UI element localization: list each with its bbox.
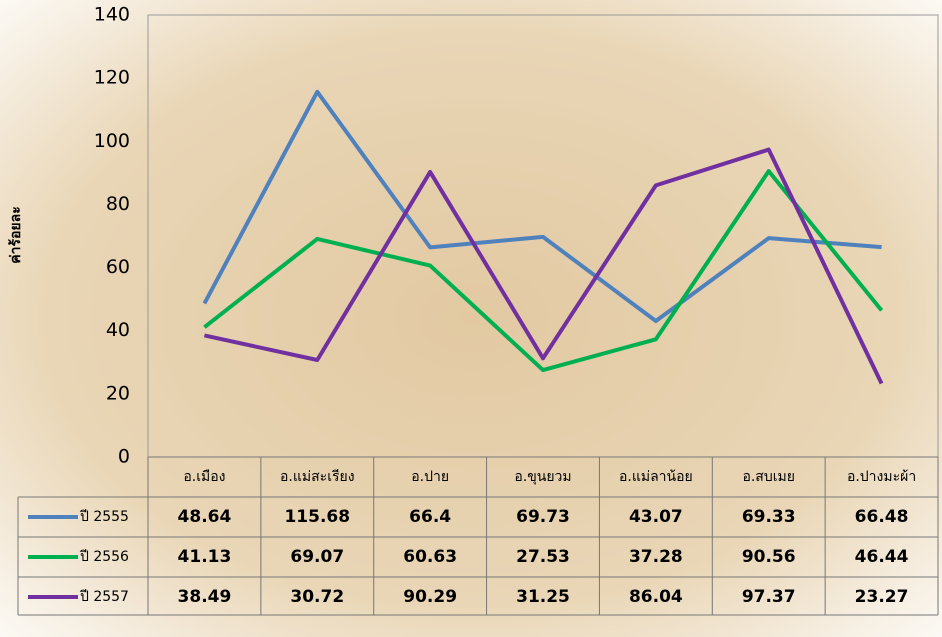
table-value: 69.33	[742, 507, 796, 527]
table-value: 38.49	[178, 587, 232, 607]
table-value: 60.63	[403, 547, 457, 567]
table-value: 27.53	[516, 547, 570, 567]
x-tick-label: อ.ขุนยวม	[514, 469, 571, 485]
table-value: 37.28	[629, 547, 683, 567]
table-value: 46.44	[855, 547, 909, 567]
legend-label: ปี 2556	[80, 549, 130, 565]
x-tick-label: อ.ปาย	[411, 469, 449, 485]
table-value: 69.07	[290, 547, 344, 567]
y-tick-label: 140	[94, 4, 130, 26]
table-value: 115.68	[284, 507, 350, 527]
table-value: 48.64	[178, 507, 232, 527]
x-tick-label: อ.แม่ลาน้อย	[619, 469, 693, 485]
table-value: 31.25	[516, 587, 570, 607]
y-tick-label: 20	[106, 382, 130, 404]
x-tick-label: อ.สบเมย	[742, 469, 795, 485]
table-value: 66.48	[855, 507, 909, 527]
table-value: 90.56	[742, 547, 796, 567]
y-tick-label: 100	[94, 130, 130, 152]
x-tick-label: อ.เมือง	[183, 469, 225, 485]
table-value: 90.29	[403, 587, 457, 607]
table-value: 43.07	[629, 507, 683, 527]
table-value: 30.72	[290, 587, 344, 607]
legend-label: ปี 2555	[80, 509, 129, 525]
y-tick-label: 0	[118, 446, 130, 468]
table-value: 86.04	[629, 587, 683, 607]
series-line	[202, 89, 882, 324]
table-value: 41.13	[178, 547, 232, 567]
table-value: 69.73	[516, 507, 570, 527]
series-line	[204, 147, 884, 385]
table-value: 23.27	[855, 587, 909, 607]
legend-label: ปี 2557	[80, 589, 129, 605]
y-tick-label: 40	[106, 319, 130, 341]
y-tick-label: 80	[106, 193, 130, 215]
x-tick-label: อ.แม่สะเรียง	[280, 469, 355, 485]
y-axis-label: ค่าร้อยละ	[8, 206, 24, 263]
series-line	[203, 169, 884, 373]
y-tick-label: 120	[94, 67, 130, 89]
table-value: 66.4	[409, 507, 451, 527]
y-tick-label: 60	[106, 256, 130, 278]
x-tick-label: อ.ปางมะผ้า	[847, 469, 916, 485]
table-value: 97.37	[742, 587, 796, 607]
